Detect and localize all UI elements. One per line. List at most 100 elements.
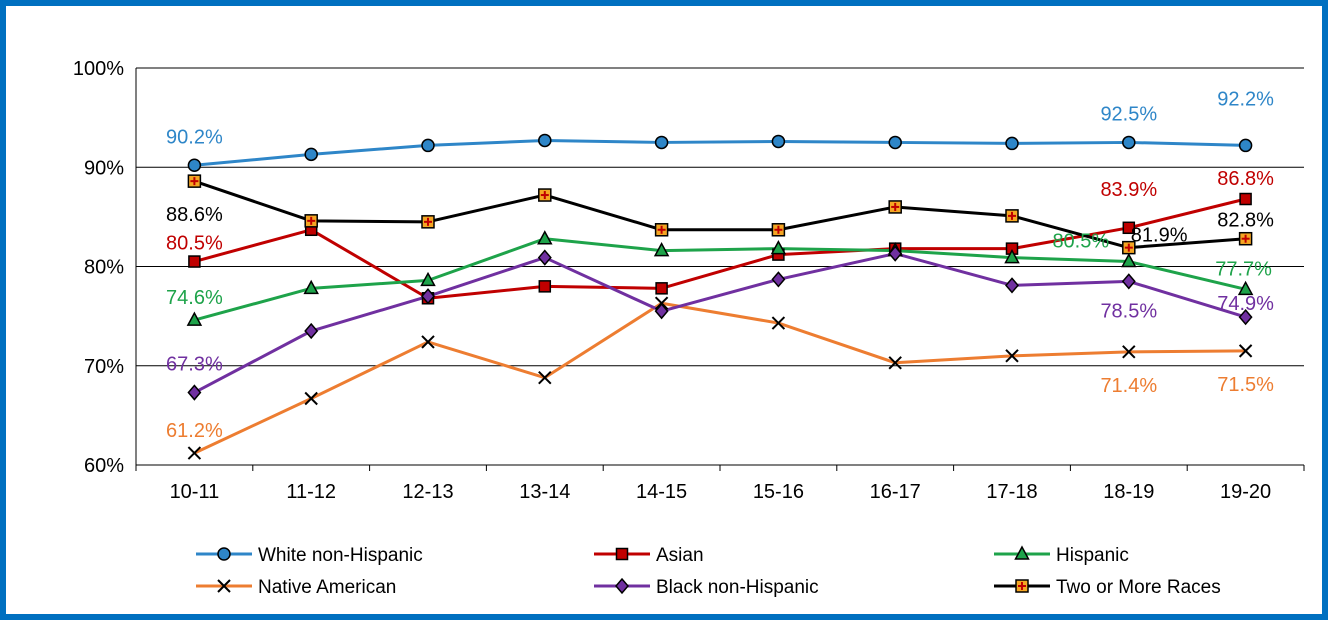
series-line	[194, 237, 1246, 322]
data-point-plus-square	[1238, 231, 1253, 246]
data-point-x	[771, 316, 786, 330]
legend: White non-Hispanic Asian Hispanic Native Am…	[196, 545, 1221, 598]
data-point-diamond	[888, 245, 903, 262]
data-point-circle	[1005, 136, 1019, 151]
data-label: 90.2%	[166, 126, 223, 148]
data-point-triangle	[1237, 280, 1254, 296]
data-point-circle	[654, 135, 669, 150]
data-point-x-stroke	[888, 356, 902, 370]
data-label: 71.4%	[1100, 375, 1157, 397]
data-point-x-stroke	[421, 335, 435, 349]
data-point-plus-square	[538, 188, 552, 202]
data-point-plus-square	[1015, 579, 1029, 593]
y-tick-label: 90%	[84, 157, 124, 179]
data-point-triangle	[1004, 248, 1020, 264]
data-point-circle	[771, 134, 786, 149]
series-line	[193, 179, 1246, 250]
y-tick-label: 100%	[73, 58, 124, 80]
x-axis-tick-labels: 10-11 11-12 12-13 13-14 14-15 15-16 16-17 17-18…	[170, 481, 1272, 503]
x-tick-label: 16-17	[870, 481, 921, 503]
data-label: 77.7%	[1215, 258, 1272, 280]
data-point-triangle	[1014, 545, 1030, 560]
data-label: 92.2%	[1217, 88, 1274, 110]
data-point-square	[188, 255, 201, 268]
data-labels: 90.2% 92.5% 92.2% 80.5% 83.9% 86.8% 74.6% 80.5%…	[166, 88, 1274, 442]
data-point-triangle	[303, 279, 319, 295]
data-point-plus-square	[1005, 209, 1019, 223]
series-markers	[186, 133, 1254, 460]
data-point-x-stroke	[538, 370, 552, 385]
data-point-triangle	[770, 240, 787, 255]
y-tick-label: 80%	[84, 257, 124, 279]
legend-item: Native American	[196, 577, 396, 598]
data-point-circle	[187, 158, 202, 173]
legend-label: Native American	[258, 577, 396, 598]
data-label: 82.8%	[1217, 210, 1274, 232]
data-point-triangle	[653, 242, 670, 257]
y-axis-tick-labels: 60% 70% 80% 90% 100%	[73, 58, 124, 477]
x-tick-label: 18-19	[1103, 481, 1154, 503]
data-point-x	[538, 370, 552, 385]
data-label: 92.5%	[1100, 103, 1157, 125]
data-point-diamond	[187, 384, 202, 401]
data-point-diamond	[1121, 273, 1136, 290]
x-tick-label: 13-14	[519, 481, 570, 503]
data-point-square	[615, 547, 629, 561]
data-label: 71.5%	[1217, 374, 1274, 396]
data-point-triangle	[186, 311, 203, 326]
data-point-plus-square	[1122, 240, 1136, 255]
data-point-circle	[1238, 138, 1253, 153]
data-point-x-stroke	[187, 446, 202, 460]
data-point-x-stroke	[1238, 344, 1253, 358]
data-point-x-stroke	[771, 316, 786, 330]
data-point-triangle	[1121, 252, 1137, 268]
data-label: 74.6%	[166, 287, 223, 309]
y-tick-label: 70%	[84, 356, 124, 378]
data-point-circle	[304, 147, 318, 162]
data-point-circle	[538, 133, 552, 148]
data-point-plus-square	[187, 174, 202, 188]
data-point-x	[304, 391, 318, 406]
data-label: 83.9%	[1100, 179, 1157, 201]
data-label: 78.5%	[1100, 300, 1157, 322]
data-point-circle	[217, 547, 231, 561]
gridlines	[135, 67, 1305, 471]
data-point-x-stroke	[217, 579, 231, 593]
x-tick-label: 15-16	[753, 481, 804, 503]
x-tick-label: 10-11	[170, 481, 220, 503]
data-point-triangle	[537, 230, 553, 245]
data-point-diamond	[1238, 308, 1253, 326]
line-chart: 60% 70% 80% 90% 100% 10-11 11-12 12-13 13-14 14-…	[73, 58, 1305, 598]
data-point-x-stroke	[304, 391, 318, 406]
legend-label: Black non-Hispanic	[656, 577, 819, 598]
series-lines	[193, 138, 1247, 455]
data-point-x	[421, 335, 435, 349]
data-label: 80.5%	[1052, 231, 1109, 253]
data-point-triangle	[420, 271, 436, 287]
series-line	[194, 138, 1246, 167]
data-point-circle	[421, 138, 435, 153]
legend-item: Hispanic	[994, 545, 1129, 566]
series-line	[193, 301, 1246, 455]
data-label: 80.5%	[166, 233, 223, 255]
data-point-diamond	[1005, 277, 1019, 294]
legend-label: Hispanic	[1056, 545, 1129, 566]
data-point-x-stroke	[1005, 349, 1019, 363]
data-point-x-stroke	[1122, 345, 1136, 359]
x-tick-label: 14-15	[636, 481, 687, 503]
data-point-square	[655, 282, 668, 295]
legend-label: Two or More Races	[1056, 577, 1221, 598]
data-label: 74.9%	[1217, 293, 1274, 315]
data-label: 81.9%	[1131, 225, 1188, 247]
y-tick-label: 60%	[84, 455, 124, 477]
data-point-x	[1238, 344, 1253, 358]
data-label: 61.2%	[166, 420, 223, 442]
data-label: 88.6%	[166, 204, 223, 226]
data-point-square	[1239, 192, 1252, 206]
data-point-plus-square	[888, 200, 902, 214]
data-point-diamond	[615, 577, 629, 595]
data-point-square	[538, 280, 552, 293]
legend-label: White non-Hispanic	[258, 545, 423, 566]
data-point-x	[1122, 345, 1136, 359]
